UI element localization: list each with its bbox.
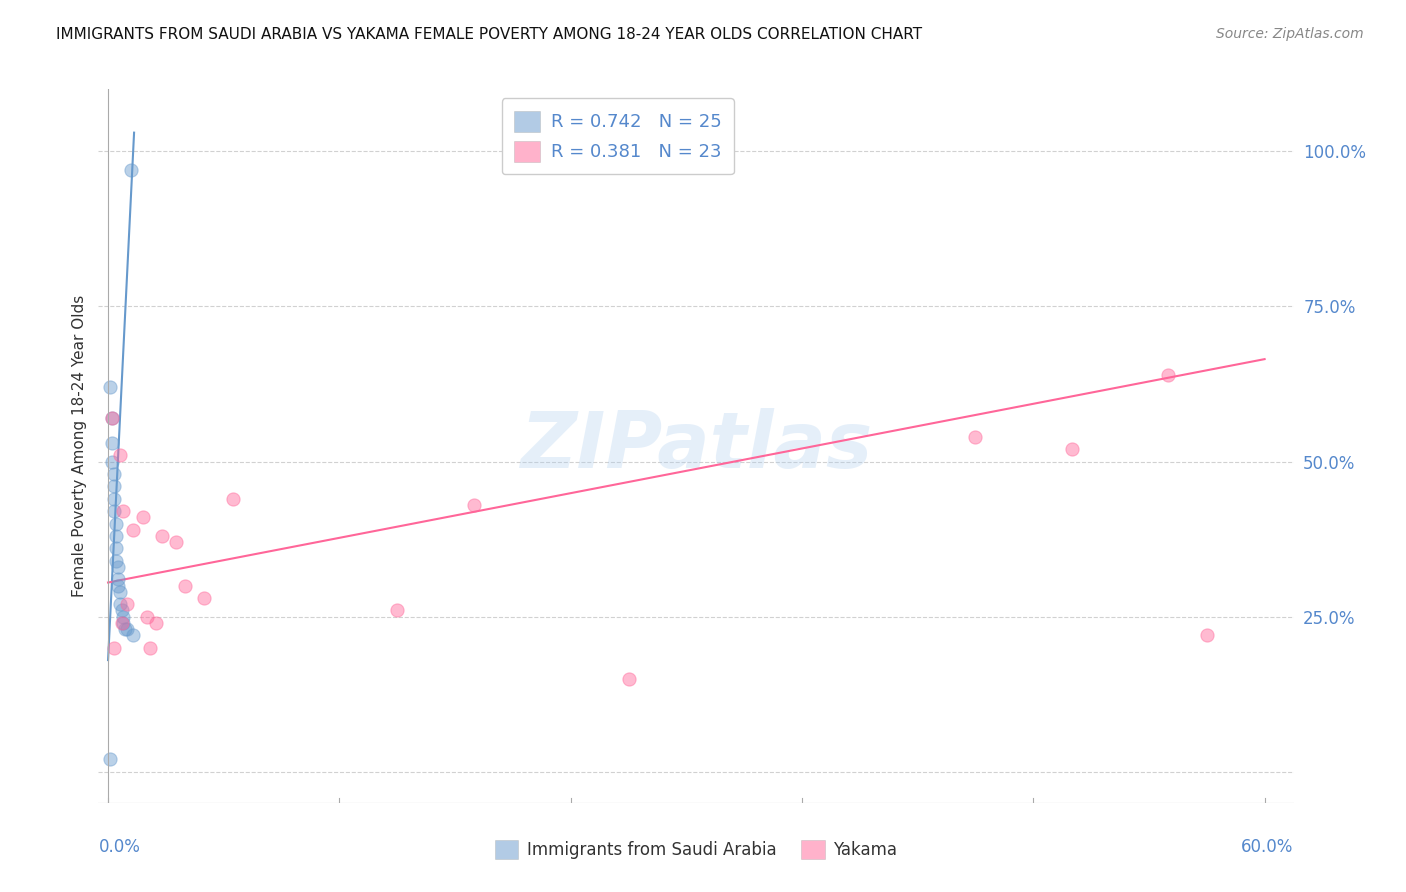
- Point: [112, 609, 135, 624]
- Point: [103, 640, 125, 655]
- Point: [135, 609, 157, 624]
- Point: [104, 529, 127, 543]
- Point: [104, 516, 127, 531]
- Point: [193, 591, 215, 605]
- Point: [101, 411, 124, 425]
- Text: 0.0%: 0.0%: [98, 838, 141, 856]
- Point: [103, 479, 125, 493]
- Point: [98, 380, 121, 394]
- Point: [385, 603, 409, 617]
- Point: [107, 560, 129, 574]
- Point: [965, 430, 987, 444]
- Point: [108, 597, 131, 611]
- Point: [107, 579, 129, 593]
- Point: [112, 615, 135, 630]
- Point: [108, 584, 131, 599]
- Point: [165, 535, 187, 549]
- Point: [1060, 442, 1083, 456]
- Text: Source: ZipAtlas.com: Source: ZipAtlas.com: [1216, 27, 1364, 41]
- Point: [120, 162, 142, 177]
- Point: [117, 622, 139, 636]
- Point: [110, 603, 132, 617]
- Legend: Immigrants from Saudi Arabia, Yakama: Immigrants from Saudi Arabia, Yakama: [488, 833, 904, 866]
- Text: IMMIGRANTS FROM SAUDI ARABIA VS YAKAMA FEMALE POVERTY AMONG 18-24 YEAR OLDS CORR: IMMIGRANTS FROM SAUDI ARABIA VS YAKAMA F…: [56, 27, 922, 42]
- Point: [104, 554, 127, 568]
- Point: [110, 615, 132, 630]
- Point: [145, 615, 167, 630]
- Text: ZIPatlas: ZIPatlas: [520, 408, 872, 484]
- Point: [117, 597, 139, 611]
- Point: [107, 573, 129, 587]
- Point: [98, 752, 121, 766]
- Point: [1157, 368, 1180, 382]
- Point: [222, 491, 245, 506]
- Point: [104, 541, 127, 556]
- Point: [114, 622, 136, 636]
- Point: [139, 640, 162, 655]
- Point: [617, 672, 640, 686]
- Point: [122, 523, 145, 537]
- Point: [122, 628, 145, 642]
- Point: [103, 467, 125, 481]
- Point: [150, 529, 173, 543]
- Point: [174, 579, 197, 593]
- Point: [112, 504, 135, 518]
- Point: [463, 498, 485, 512]
- Point: [103, 504, 125, 518]
- Point: [108, 448, 131, 462]
- Point: [103, 491, 125, 506]
- Point: [132, 510, 155, 524]
- Point: [101, 436, 124, 450]
- Point: [1195, 628, 1218, 642]
- Text: 60.0%: 60.0%: [1241, 838, 1294, 856]
- Point: [101, 411, 124, 425]
- Point: [101, 454, 124, 468]
- Y-axis label: Female Poverty Among 18-24 Year Olds: Female Poverty Among 18-24 Year Olds: [72, 295, 87, 597]
